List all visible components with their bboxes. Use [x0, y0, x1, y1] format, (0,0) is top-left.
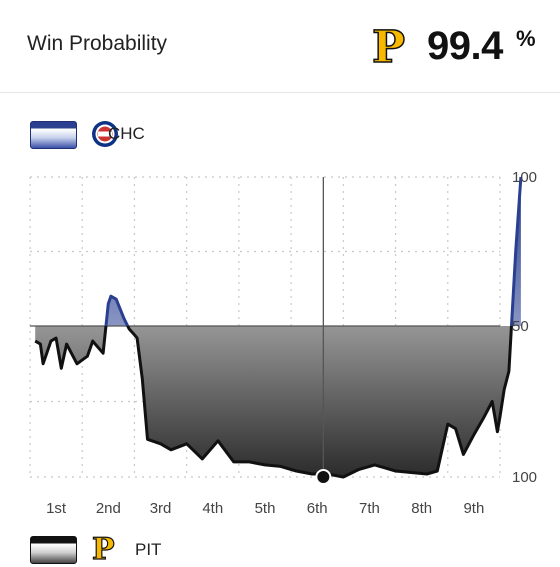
header: Win Probability P 99.4 % [0, 0, 560, 92]
x-tick-label: 8th [411, 500, 432, 517]
page-title: Win Probability [27, 32, 168, 55]
legend-label-pit: PIT [135, 540, 162, 559]
x-tick-label: 7th [359, 500, 380, 517]
x-tick-label: 5th [255, 500, 276, 517]
cubs-logo-icon [92, 121, 118, 147]
win-probability-value: 99.4 [427, 24, 503, 68]
win-probability-chart: 100 50 100 1st 2nd 3rd 4th 5th 6th 7th 8th 9th [29, 169, 537, 517]
pit-area [35, 326, 521, 477]
x-tick-label: 3rd [150, 500, 172, 517]
x-tick-label: 1st [46, 500, 67, 517]
win-probability-unit: % [516, 26, 536, 51]
header-divider [0, 92, 560, 93]
x-tick-label: 6th [307, 500, 328, 517]
y-tick-label: 100 [512, 469, 537, 486]
y-tick-label: 50 [512, 318, 529, 335]
pirates-small-logo-icon: P [91, 531, 115, 567]
current-point-marker [315, 469, 332, 485]
pit-series-line [34, 326, 513, 479]
chc-color-swatch [30, 121, 77, 149]
x-tick-label: 2nd [96, 500, 121, 517]
pirates-logo-icon: P [371, 22, 406, 73]
x-tick-label: 4th [202, 500, 223, 517]
x-tick-label: 9th [463, 500, 484, 517]
y-tick-label: 100 [512, 169, 537, 186]
legend-label-chc: CHC [108, 124, 145, 143]
